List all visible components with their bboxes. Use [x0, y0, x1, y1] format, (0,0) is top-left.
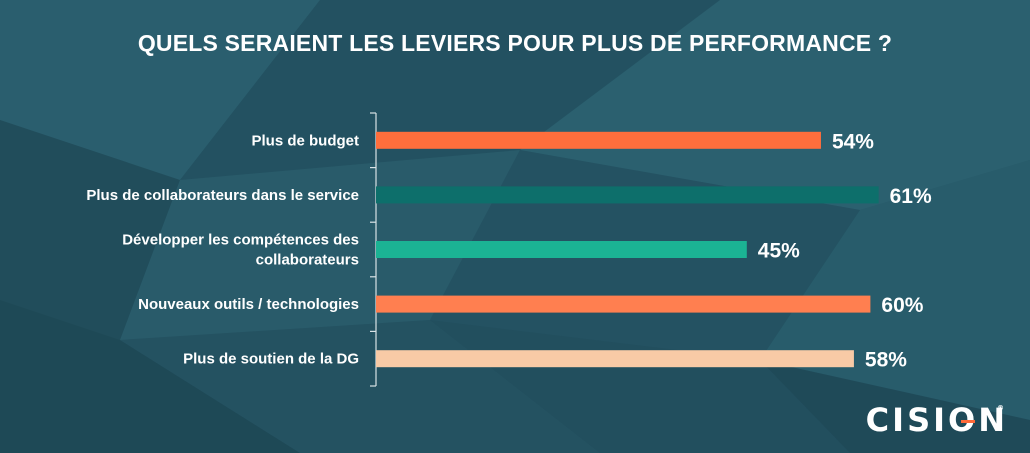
y-axis: [370, 112, 377, 387]
category-label-line: Développer les compétences des: [122, 232, 359, 249]
bar-value-label: 61%: [890, 185, 932, 208]
bar: [376, 295, 871, 313]
category-label-line: collaborateurs: [256, 252, 359, 269]
category-label-line: Plus de collaborateurs dans le service: [86, 187, 359, 204]
category-label: Nouveaux outils / technologies: [138, 296, 359, 313]
bar: [376, 241, 747, 258]
chart-title: QUELS SERAIENT LES LEVIERS POUR PLUS DE …: [137, 30, 893, 56]
bar-value-label: 58%: [865, 349, 907, 372]
bar-value-label: 60%: [881, 294, 923, 317]
bar: [376, 350, 854, 368]
bar: [376, 186, 879, 204]
category-label: Plus de soutien de la DG: [183, 351, 359, 368]
logo-accent-bar: [960, 420, 975, 423]
category-label-line: Plus de budget: [251, 132, 359, 149]
logo-trademark: ®: [997, 404, 1004, 412]
bar-value-label: 45%: [758, 240, 800, 263]
category-label-line: Plus de soutien de la DG: [183, 351, 359, 368]
bar-value-label: 54%: [832, 130, 874, 153]
bar: [376, 131, 821, 149]
cision-logo: CISION ®: [866, 401, 1008, 439]
category-label: Développer les compétences des collaborat…: [122, 232, 359, 269]
category-label: Plus de budget: [251, 132, 359, 149]
category-label-line: Nouveaux outils / technologies: [138, 296, 359, 313]
category-label: Plus de collaborateurs dans le service: [86, 187, 359, 204]
logo-text: CISION: [865, 401, 1008, 439]
